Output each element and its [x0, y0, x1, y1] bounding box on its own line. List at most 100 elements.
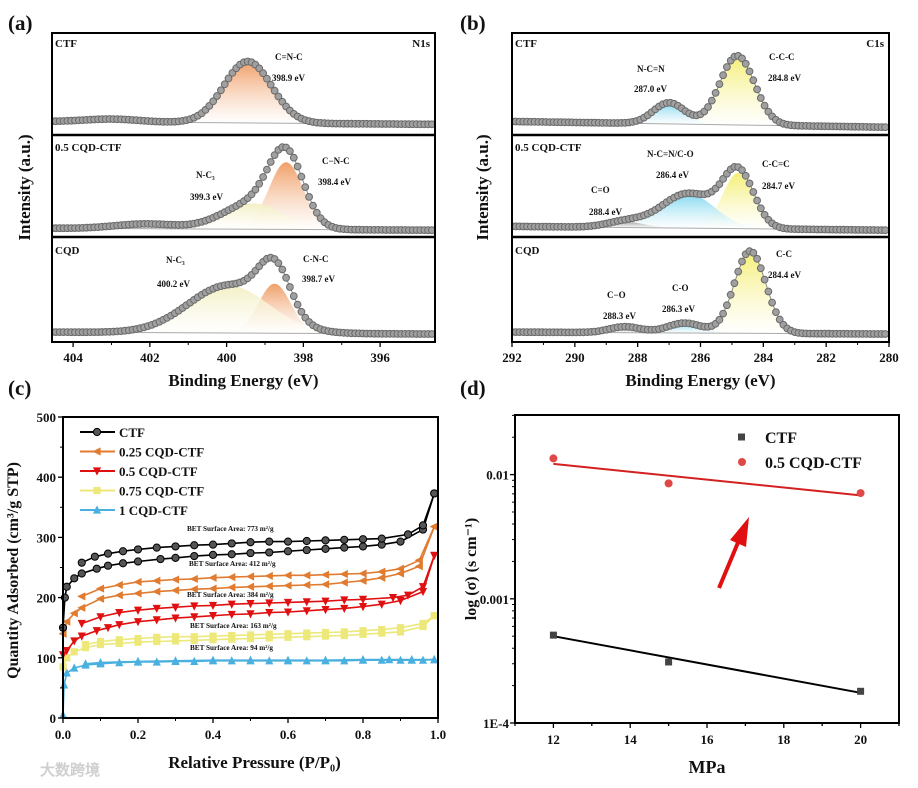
data-point [749, 188, 758, 196]
adsorption-point [63, 654, 71, 662]
legend-marker [92, 467, 102, 476]
desorption-point [246, 655, 255, 664]
legend-marker [92, 447, 101, 456]
data-point [220, 80, 229, 89]
adsorption-point [152, 587, 161, 596]
desorption-point [171, 633, 180, 641]
subpanel-0-5-cqd-ctf [52, 143, 435, 235]
desorption-point [358, 655, 368, 664]
desorption-point [377, 534, 386, 543]
desorption-point [208, 540, 218, 549]
peak-annotation: C-C=C [762, 159, 790, 169]
sample-label: N1s [412, 38, 430, 50]
desorption-point [264, 571, 273, 581]
desorption-point [189, 574, 198, 584]
peak-annotation: 399.3 eV [190, 192, 223, 202]
adsorption-point [377, 573, 386, 582]
adsorption-line [62, 658, 435, 716]
desorption-point [170, 575, 180, 584]
desorption-point [228, 631, 236, 640]
data-point [270, 86, 279, 95]
adsorption-point [190, 551, 199, 561]
data-point [664, 479, 673, 488]
desorption-point [283, 537, 293, 546]
legend-label: CTF [765, 430, 797, 447]
y-axis-label: log (σ) (s cm⁻¹) [463, 518, 480, 620]
peak-annotation: 286.3 eV [662, 304, 695, 314]
desorption-point [429, 522, 438, 531]
y-tick-label: 0.01 [486, 468, 509, 483]
desorption-point [340, 535, 349, 544]
data-point [428, 226, 435, 235]
adsorption-point [77, 603, 86, 612]
desorption-point [358, 595, 368, 605]
x-axis-label: MPa [689, 757, 726, 777]
legend-marker [93, 486, 101, 495]
data-point [428, 120, 435, 129]
adsorption-point [283, 547, 293, 556]
fit-component-C-C=C [683, 173, 794, 230]
subpanel-ctf [512, 52, 889, 132]
adsorption-point [378, 629, 386, 637]
x-axis-label: Relative Pressure (P/P₀) [168, 753, 341, 772]
desorption-point [340, 628, 348, 636]
data-point [293, 162, 302, 171]
data-point [289, 153, 298, 162]
desorption-point [133, 545, 143, 554]
desorption-point [246, 538, 255, 547]
data-point [730, 279, 739, 288]
adsorption-point [92, 627, 101, 636]
adsorption-point [208, 612, 218, 621]
y-tick-label: 1E-4 [483, 716, 510, 731]
adsorption-point [62, 582, 71, 591]
adsorption-point [103, 561, 113, 570]
fit-line [553, 635, 861, 694]
desorption-point [418, 521, 428, 530]
x-tick-label: 16 [701, 732, 715, 747]
peak-annotation: N-C=N/C-O [647, 149, 694, 159]
bet-annotation: BET Surface Area: 94 m²/g [190, 644, 273, 652]
x-tick-label: 0.6 [280, 727, 297, 742]
peak-annotation: C-O [672, 283, 689, 293]
desorption-point [358, 569, 367, 578]
subpanel-ctf [52, 57, 435, 129]
adsorption-point [77, 569, 86, 578]
adsorption-point [70, 648, 78, 656]
desorption-point [209, 632, 217, 640]
adsorption-point [134, 638, 142, 646]
data-point [715, 80, 724, 88]
data-point [297, 307, 306, 316]
desorption-point [378, 625, 386, 634]
data-point [293, 300, 302, 309]
adsorption-point [189, 585, 198, 594]
adsorption-point [246, 548, 255, 558]
data-point [707, 96, 716, 105]
x-tick-label: 402 [140, 350, 160, 365]
desorption-point [115, 636, 123, 644]
series-ctf [59, 489, 439, 632]
adsorption-point [171, 614, 180, 623]
peak-annotation: C=N-C [275, 52, 303, 62]
x-tick-label: 20 [854, 732, 867, 747]
adsorption-point [358, 542, 368, 551]
adsorption-point [265, 609, 274, 618]
fit-component-N-C₃ [146, 203, 361, 230]
data-point [756, 204, 765, 213]
adsorption-point [190, 613, 199, 622]
peak-annotation: 287.0 eV [634, 84, 667, 94]
fit-component-C-C-C [676, 55, 798, 126]
adsorption-point [283, 608, 293, 617]
adsorption-point [70, 574, 79, 583]
data-point [286, 283, 294, 291]
data-point [749, 76, 758, 85]
fit-component-N-C₃ [87, 285, 370, 334]
x-tick-label: 400 [217, 350, 237, 365]
plot-frame [51, 32, 436, 343]
adsorption-point [358, 603, 368, 612]
sample-label: CQD [55, 245, 80, 257]
desorption-point [246, 631, 255, 639]
bet-annotation: BET Surface Area: 412 m²/g [189, 560, 276, 568]
desorption-point [403, 591, 413, 600]
watermark: 大数跨境 [40, 761, 100, 779]
x-tick-label: 0.4 [205, 727, 222, 742]
